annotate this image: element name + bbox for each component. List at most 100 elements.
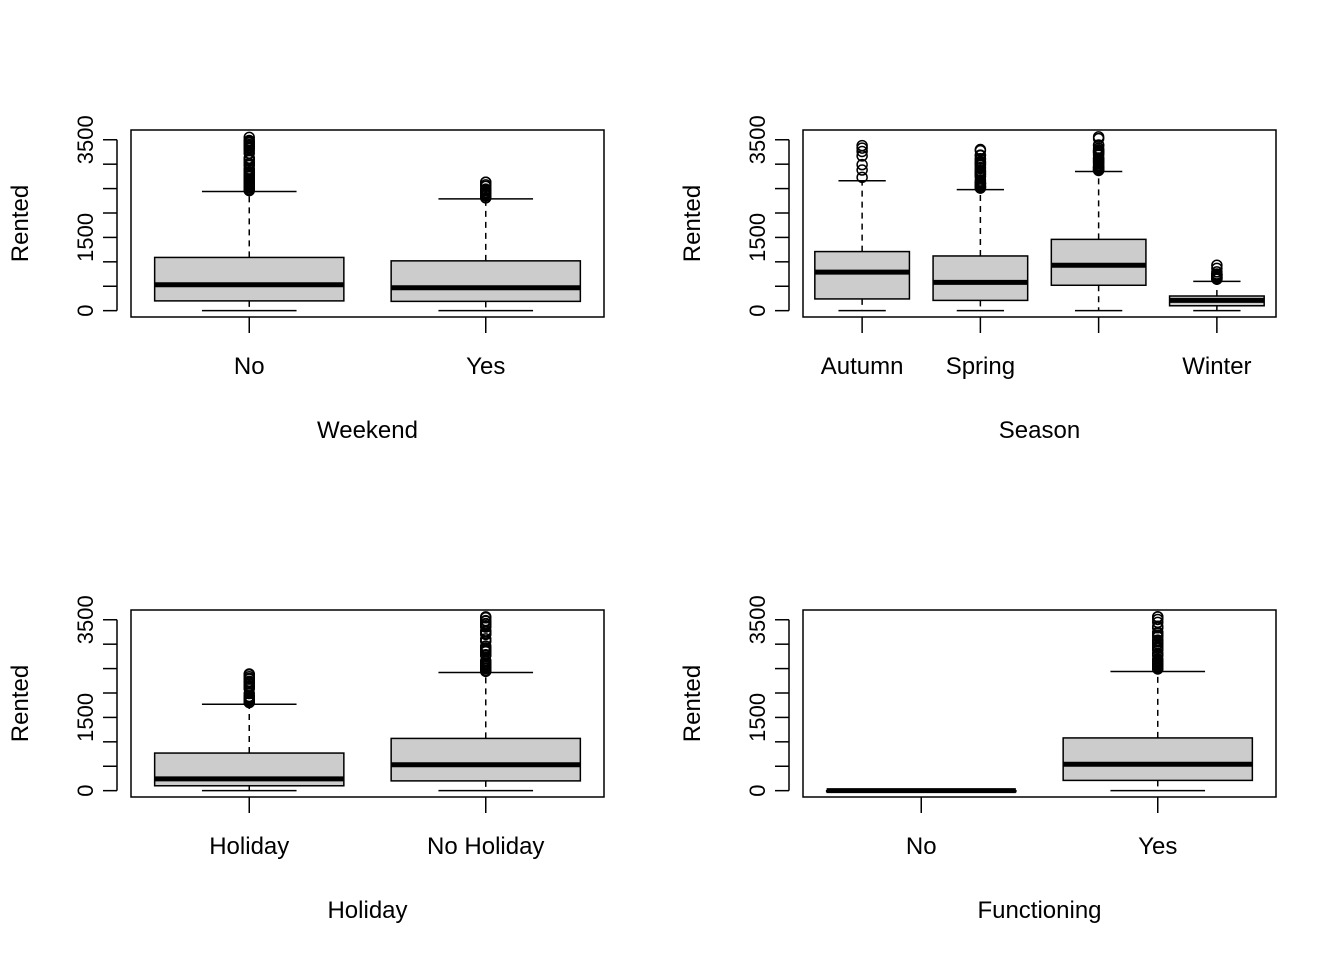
box-3 bbox=[1168, 259, 1265, 312]
panel-3: 0 1500 3500 Rented No Yes Functioning bbox=[679, 595, 1277, 924]
y-tick-label: 3500 bbox=[745, 115, 770, 164]
x-tick-label: Yes bbox=[466, 353, 505, 380]
y-tick-label: 1500 bbox=[745, 213, 770, 262]
outlier-point bbox=[1152, 621, 1164, 634]
outlier-point bbox=[974, 171, 987, 183]
box-0 bbox=[814, 139, 911, 312]
outlier-point bbox=[480, 176, 492, 188]
outlier-point bbox=[480, 185, 492, 197]
outlier-point bbox=[243, 131, 255, 144]
y-tick-label: 0 bbox=[73, 785, 98, 797]
outlier-point bbox=[1092, 139, 1105, 151]
outlier-point bbox=[974, 174, 987, 186]
y-tick-label: 3500 bbox=[73, 595, 98, 644]
box-iqr bbox=[814, 250, 911, 300]
x-tick-label: Spring bbox=[946, 353, 1015, 380]
outlier-point bbox=[480, 188, 492, 200]
box-iqr bbox=[1062, 737, 1254, 782]
outlier-point bbox=[243, 163, 255, 175]
outlier-point bbox=[856, 139, 868, 152]
plot-frame bbox=[802, 609, 1277, 798]
y-tick-label: 0 bbox=[73, 305, 98, 317]
x-tick-label: Winter bbox=[1182, 353, 1251, 380]
outlier-point bbox=[243, 687, 255, 700]
box-1 bbox=[932, 143, 1029, 312]
box-iqr bbox=[932, 255, 1029, 302]
outlier-point bbox=[480, 180, 492, 193]
outlier-point bbox=[856, 171, 868, 184]
outlier-point bbox=[480, 625, 492, 638]
outlier-point bbox=[480, 618, 492, 630]
outlier-point bbox=[243, 668, 255, 680]
box-1 bbox=[390, 611, 582, 792]
plot-frame bbox=[130, 609, 605, 798]
outlier-point bbox=[1092, 131, 1105, 143]
outlier-point bbox=[243, 184, 255, 197]
y-tick-label: 0 bbox=[745, 785, 770, 797]
box-iqr bbox=[153, 256, 345, 302]
box-1 bbox=[390, 176, 582, 312]
y-tick-label: 1500 bbox=[73, 693, 98, 742]
x-tick-label: No bbox=[906, 833, 937, 860]
outlier-point bbox=[974, 158, 987, 170]
outlier-point bbox=[1152, 611, 1164, 623]
y-tick-label: 0 bbox=[745, 305, 770, 317]
outlier-point bbox=[243, 675, 255, 687]
x-axis-label: Season bbox=[999, 417, 1080, 444]
x-axis-label: Holiday bbox=[327, 897, 407, 924]
outlier-point bbox=[1152, 648, 1164, 661]
panel-1: 0 1500 3500 Rented Autumn Spring Winter Season bbox=[679, 115, 1277, 444]
y-axis-label: Rented bbox=[679, 665, 706, 742]
box-iqr bbox=[390, 260, 582, 303]
y-tick-label: 3500 bbox=[73, 115, 98, 164]
outlier-point bbox=[243, 175, 255, 188]
plot-frame bbox=[130, 129, 605, 318]
box-2 bbox=[1050, 131, 1147, 312]
panel-0: 0 1500 3500 Rented No Yes Weekend bbox=[7, 115, 605, 444]
y-tick-label: 1500 bbox=[73, 213, 98, 262]
outlier-point bbox=[1152, 616, 1164, 629]
y-axis-label: Rented bbox=[7, 665, 34, 742]
plot-frame bbox=[802, 129, 1277, 318]
x-axis-label: Weekend bbox=[317, 417, 418, 444]
outlier-point bbox=[1152, 627, 1164, 640]
y-axis-label: Rented bbox=[7, 185, 34, 262]
outlier-point bbox=[243, 694, 255, 706]
outlier-point bbox=[1211, 259, 1223, 271]
outlier-point bbox=[856, 145, 868, 158]
outlier-point bbox=[856, 164, 868, 176]
outlier-point bbox=[243, 169, 255, 182]
outlier-point bbox=[974, 182, 987, 194]
outlier-point bbox=[974, 143, 987, 156]
outlier-point bbox=[1152, 662, 1164, 675]
x-tick-label: Autumn bbox=[821, 353, 904, 380]
outlier-point bbox=[480, 642, 492, 654]
outlier-point bbox=[480, 192, 492, 204]
outlier-point bbox=[480, 611, 492, 623]
x-tick-label: No bbox=[234, 353, 265, 380]
outlier-point bbox=[243, 181, 255, 194]
x-tick-label: Holiday bbox=[209, 833, 289, 860]
box-0 bbox=[153, 668, 345, 792]
x-tick-label: Yes bbox=[1138, 833, 1177, 860]
y-tick-label: 3500 bbox=[745, 595, 770, 644]
x-tick-label: No Holiday bbox=[427, 833, 544, 860]
outlier-point bbox=[243, 682, 255, 695]
outlier-point bbox=[480, 662, 492, 675]
box-1 bbox=[1062, 611, 1254, 792]
outlier-point bbox=[1152, 656, 1164, 669]
outlier-point bbox=[243, 144, 255, 157]
box-0 bbox=[153, 131, 345, 312]
outlier-point bbox=[1211, 270, 1223, 283]
outlier-point bbox=[480, 659, 492, 671]
outlier-point bbox=[243, 157, 255, 170]
outlier-point bbox=[856, 158, 868, 171]
outlier-point bbox=[1152, 640, 1164, 653]
x-axis-label: Functioning bbox=[977, 897, 1101, 924]
box-0 bbox=[825, 788, 1017, 794]
y-tick-label: 1500 bbox=[745, 693, 770, 742]
outlier-point bbox=[1092, 157, 1105, 170]
y-axis-label: Rented bbox=[679, 185, 706, 262]
panel-2: 0 1500 3500 Rented Holiday No Holiday Holiday bbox=[7, 595, 605, 924]
